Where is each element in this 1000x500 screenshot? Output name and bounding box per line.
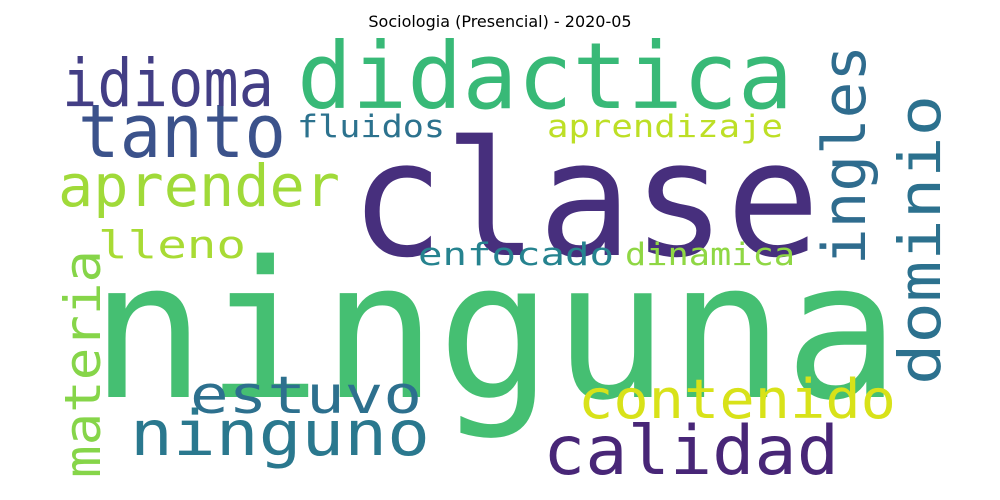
word-ninguno: ninguno: [130, 397, 430, 470]
word-dominio: dominio: [886, 95, 954, 385]
word-estuvo: estuvo: [190, 366, 422, 426]
word-ninguna: ninguna: [90, 221, 900, 442]
word-ingles: ingles: [810, 45, 880, 265]
word-idioma: idioma: [62, 45, 274, 122]
page-title: Sociologia (Presencial) - 2020-05: [368, 12, 632, 31]
word-tanto: tanto: [78, 89, 286, 175]
word-clase: clase: [350, 106, 820, 293]
word-calidad: calidad: [543, 412, 839, 491]
word-didactica: didactica: [297, 23, 793, 130]
word-enfocado: enfocado: [418, 237, 614, 273]
word-materia: materia: [54, 250, 112, 478]
word-lleno: lleno: [98, 223, 246, 267]
word-fluidos: fluidos: [297, 109, 445, 145]
word-contenido: contenido: [578, 368, 896, 431]
word-aprendizaje: aprendizaje: [547, 109, 783, 145]
word-dinamica: dinamica: [625, 237, 795, 273]
word-aprender: aprender: [58, 152, 340, 220]
